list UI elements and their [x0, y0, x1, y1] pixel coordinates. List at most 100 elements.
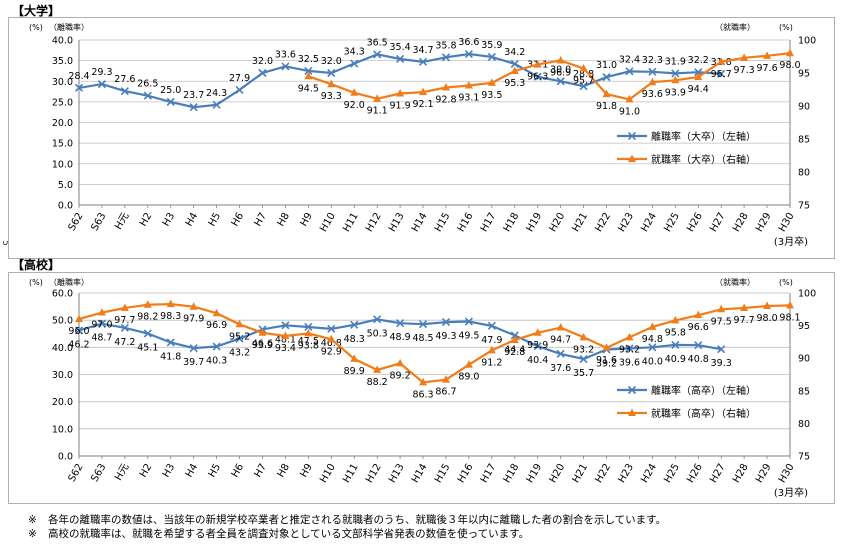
data-point: [373, 94, 382, 102]
data-label: 94.4: [688, 84, 709, 95]
data-point: [373, 315, 382, 324]
data-point: [487, 78, 496, 86]
note-2: ※ 高校の就職率は、就職を希望する者全員を調査対象としている文部科学省発表の数値を…: [28, 526, 529, 541]
data-point: [487, 321, 496, 330]
data-label: 24.3: [206, 88, 227, 99]
data-point: [717, 345, 726, 354]
data-label: 45.1: [137, 342, 158, 353]
data-point: [143, 329, 152, 338]
data-point: [396, 319, 405, 328]
data-point: [694, 72, 703, 80]
data-point: [464, 49, 473, 59]
x-tick-label: H27: [708, 211, 728, 234]
x-end-note: (3月卒): [774, 235, 808, 248]
legend-label: 離職率（高卒）（左軸）: [651, 384, 756, 397]
data-label: 32.5: [298, 54, 319, 65]
data-point: [671, 69, 680, 78]
data-point: [373, 365, 382, 373]
data-point: [235, 85, 244, 94]
data-label: 47.5: [298, 336, 319, 347]
data-label: 48.5: [412, 333, 433, 344]
data-point: [304, 66, 313, 76]
data-point: [717, 304, 726, 313]
data-label: 39.3: [711, 358, 732, 369]
data-point: [327, 334, 336, 343]
data-label: 30.0: [550, 64, 571, 75]
x-tick-label: H7: [253, 211, 269, 229]
data-point: [487, 52, 496, 61]
data-label: 39.2: [596, 359, 617, 370]
data-point: [579, 63, 588, 72]
data-label: 49.3: [435, 331, 456, 342]
data-label: 93.2: [573, 344, 594, 355]
data-label: 48.9: [390, 332, 411, 343]
data-label: 92.9: [321, 346, 342, 357]
data-label: 92.8: [435, 95, 456, 106]
data-point: [740, 53, 749, 61]
series-line-1: [78, 302, 791, 384]
x-tick-label: H11: [341, 211, 361, 234]
data-point: [396, 88, 405, 97]
data-point: [464, 81, 473, 89]
data-label: 91.1: [367, 106, 388, 117]
y-left-tick-label: 5.0: [58, 180, 73, 191]
x-tick-label: H13: [387, 462, 407, 485]
data-label: 95.8: [665, 327, 686, 338]
y-left-tick-label: 20.0: [52, 118, 73, 129]
data-point: [533, 72, 542, 81]
y-left-tick-label: 20.0: [52, 397, 73, 408]
data-point: [441, 53, 451, 62]
data-point: [120, 323, 129, 332]
x-tick-label: H24: [639, 211, 659, 234]
data-point: [189, 344, 198, 353]
data-point: [510, 335, 519, 343]
data-point: [533, 328, 542, 336]
data-label: 23.7: [183, 90, 204, 101]
data-point: [602, 343, 611, 351]
data-label: 48.3: [344, 334, 365, 345]
y-left-tick-label: 60.0: [52, 289, 73, 300]
data-point: [212, 342, 221, 351]
x-tick-label: H9: [298, 211, 314, 229]
data-label: 92.0: [344, 100, 365, 111]
x-tick-label: H16: [456, 211, 476, 234]
data-point: [350, 320, 359, 329]
x-tick-label: H29: [754, 462, 774, 485]
y-left-tick-label: 40.0: [52, 36, 73, 47]
data-label: 31.9: [665, 56, 686, 67]
data-label: 96.9: [206, 320, 227, 331]
data-label: 93.9: [252, 340, 273, 351]
data-label: 40.3: [206, 356, 227, 367]
data-label: 32.4: [619, 54, 640, 65]
data-point: [763, 51, 772, 59]
x-tick-label: H8: [276, 462, 292, 480]
data-point: [419, 87, 428, 96]
x-tick-label: H28: [731, 462, 751, 485]
left-axis-unit: (%): [29, 23, 43, 32]
data-label: 86.7: [435, 387, 456, 398]
data-label: 96.3: [527, 71, 548, 82]
legend-marker: [627, 385, 637, 395]
data-label: 33.6: [275, 49, 296, 60]
y-right-tick-label: 95: [798, 321, 810, 332]
x-tick-label: H23: [616, 462, 636, 485]
data-label: 93.9: [527, 340, 548, 351]
x-tick-label: H24: [639, 462, 659, 485]
data-label: 89.0: [458, 372, 479, 383]
y-right-tick-label: 85: [798, 135, 810, 146]
x-tick-label: H10: [318, 462, 338, 485]
data-label: 91.9: [390, 100, 411, 111]
x-tick-label: H17: [479, 462, 499, 485]
data-label: 93.2: [619, 344, 640, 355]
data-point: [419, 377, 428, 386]
data-point: [350, 354, 359, 362]
data-point: [74, 326, 84, 335]
data-label: 94.8: [642, 334, 663, 345]
data-label: 40.0: [642, 356, 663, 367]
note-1-mark: ※: [28, 514, 37, 526]
x-tick-label: H30: [777, 211, 797, 234]
data-label: 47.2: [114, 337, 135, 348]
data-point: [671, 315, 680, 324]
data-point: [717, 57, 726, 65]
x-tick-label: H20: [548, 211, 568, 234]
